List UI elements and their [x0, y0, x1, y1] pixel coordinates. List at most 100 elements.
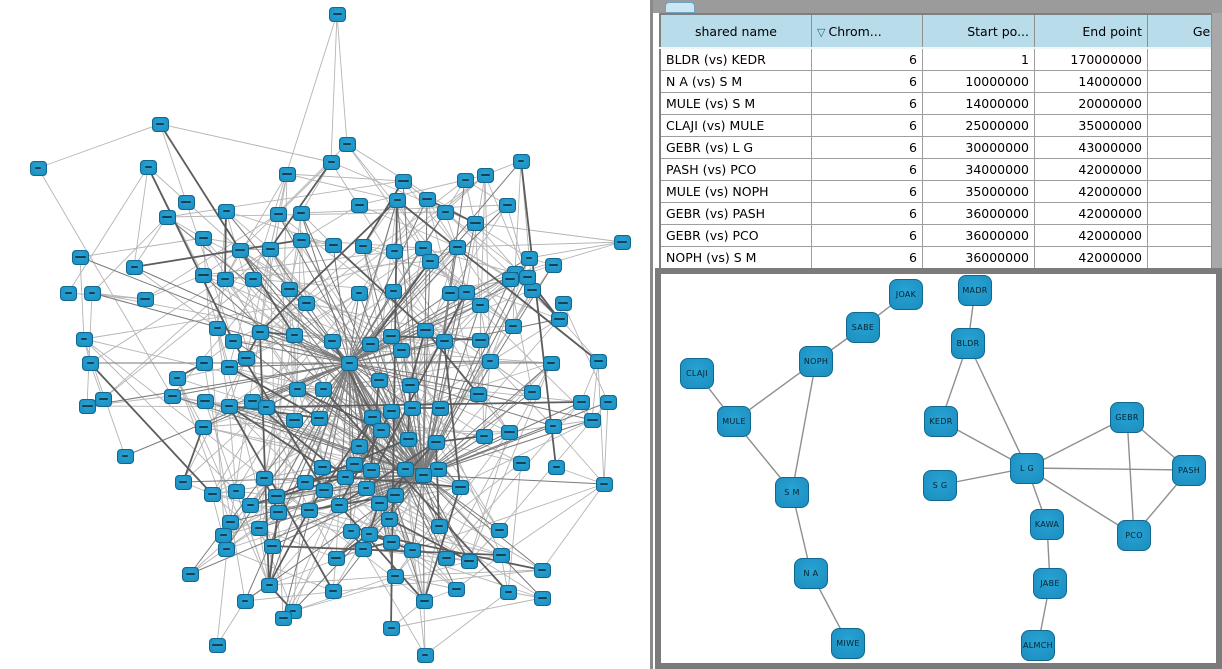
- network-node-claji[interactable]: CLAJI: [680, 357, 714, 389]
- network-node[interactable]: [297, 295, 315, 311]
- network-node[interactable]: [431, 400, 449, 416]
- network-node[interactable]: [370, 495, 388, 511]
- table-row[interactable]: BLDR (vs) KEDR61170000000192.0: [659, 47, 1222, 71]
- network-node[interactable]: [416, 322, 434, 338]
- network-node[interactable]: [542, 355, 560, 371]
- network-node[interactable]: [384, 283, 402, 299]
- network-node[interactable]: [613, 234, 631, 250]
- network-node[interactable]: [481, 353, 499, 369]
- network-node[interactable]: [500, 424, 518, 440]
- network-node[interactable]: [441, 285, 459, 301]
- network-node[interactable]: [394, 173, 412, 189]
- network-node[interactable]: [451, 479, 469, 495]
- network-node[interactable]: [231, 242, 249, 258]
- network-node[interactable]: [583, 412, 601, 428]
- network-node[interactable]: [267, 488, 285, 504]
- network-node[interactable]: [29, 160, 47, 176]
- network-node[interactable]: [385, 243, 403, 259]
- table-row[interactable]: N A (vs) S M610000000140000006.6: [659, 70, 1222, 93]
- network-node[interactable]: [288, 381, 306, 397]
- network-node-mule[interactable]: MULE: [717, 405, 751, 437]
- network-node[interactable]: [457, 284, 475, 300]
- network-node[interactable]: [523, 384, 541, 400]
- network-node[interactable]: [194, 230, 212, 246]
- network-node-sabe[interactable]: SABE: [846, 311, 880, 343]
- network-node[interactable]: [357, 480, 375, 496]
- network-node[interactable]: [94, 391, 112, 407]
- network-node[interactable]: [323, 333, 341, 349]
- network-node[interactable]: [139, 159, 157, 175]
- network-node[interactable]: [345, 456, 363, 472]
- network-node[interactable]: [324, 237, 342, 253]
- col-header-shared-name[interactable]: shared name: [659, 13, 812, 49]
- network-node[interactable]: [168, 370, 186, 386]
- network-node[interactable]: [125, 259, 143, 275]
- network-node[interactable]: [81, 355, 99, 371]
- network-node[interactable]: [224, 333, 242, 349]
- network-node[interactable]: [280, 281, 298, 297]
- network-node[interactable]: [251, 324, 269, 340]
- network-node[interactable]: [292, 205, 310, 221]
- network-node[interactable]: [241, 497, 259, 513]
- network-node[interactable]: [350, 197, 368, 213]
- network-node[interactable]: [208, 320, 226, 336]
- network-node[interactable]: [340, 355, 358, 371]
- network-node[interactable]: [220, 398, 238, 414]
- network-node[interactable]: [435, 333, 453, 349]
- network-node[interactable]: [237, 350, 255, 366]
- network-node[interactable]: [380, 511, 398, 527]
- network-node[interactable]: [285, 412, 303, 428]
- network-node[interactable]: [501, 271, 519, 287]
- network-node[interactable]: [533, 590, 551, 606]
- network-node[interactable]: [512, 455, 530, 471]
- network-node[interactable]: [554, 295, 572, 311]
- network-node[interactable]: [285, 327, 303, 343]
- network-node[interactable]: [401, 377, 419, 393]
- network-node[interactable]: [421, 253, 439, 269]
- network-node[interactable]: [269, 504, 287, 520]
- network-node[interactable]: [158, 209, 176, 225]
- network-node[interactable]: [292, 232, 310, 248]
- network-node-jabe[interactable]: JABE: [1033, 567, 1067, 599]
- network-node[interactable]: [310, 410, 328, 426]
- network-node[interactable]: [177, 194, 195, 210]
- network-node-noph[interactable]: NOPH: [799, 345, 833, 377]
- network-node[interactable]: [512, 153, 530, 169]
- network-node[interactable]: [203, 486, 221, 502]
- network-node[interactable]: [362, 462, 380, 478]
- network-node[interactable]: [350, 285, 368, 301]
- network-node[interactable]: [83, 285, 101, 301]
- network-node[interactable]: [257, 399, 275, 415]
- network-node[interactable]: [416, 647, 434, 663]
- network-node[interactable]: [414, 467, 432, 483]
- network-node[interactable]: [403, 542, 421, 558]
- network-node[interactable]: [360, 526, 378, 542]
- network-node[interactable]: [338, 136, 356, 152]
- network-node[interactable]: [520, 250, 538, 266]
- network-node-miwe[interactable]: MIWE: [831, 627, 865, 659]
- network-node[interactable]: [174, 474, 192, 490]
- network-node[interactable]: [322, 154, 340, 170]
- network-node[interactable]: [59, 285, 77, 301]
- network-node[interactable]: [78, 398, 96, 414]
- network-node[interactable]: [456, 172, 474, 188]
- network-node[interactable]: [314, 381, 332, 397]
- network-node-bldr[interactable]: BLDR: [951, 327, 985, 359]
- table-row[interactable]: MULE (vs) S M614000000200000007.5: [659, 92, 1222, 115]
- network-node[interactable]: [475, 428, 493, 444]
- network-node[interactable]: [217, 541, 235, 557]
- network-node[interactable]: [499, 584, 517, 600]
- network-node[interactable]: [466, 215, 484, 231]
- network-node[interactable]: [430, 518, 448, 534]
- network-node[interactable]: [75, 331, 93, 347]
- network-node[interactable]: [354, 541, 372, 557]
- network-node[interactable]: [196, 393, 214, 409]
- network-node[interactable]: [382, 620, 400, 636]
- table-row[interactable]: MULE (vs) NOPH6350000004200000010.5: [659, 180, 1222, 203]
- network-node[interactable]: [261, 241, 279, 257]
- network-node[interactable]: [448, 239, 466, 255]
- network-node[interactable]: [386, 568, 404, 584]
- col-header-start-point[interactable]: Start po...: [922, 13, 1035, 49]
- network-node-s-g[interactable]: S G: [923, 469, 957, 501]
- network-node[interactable]: [250, 520, 268, 536]
